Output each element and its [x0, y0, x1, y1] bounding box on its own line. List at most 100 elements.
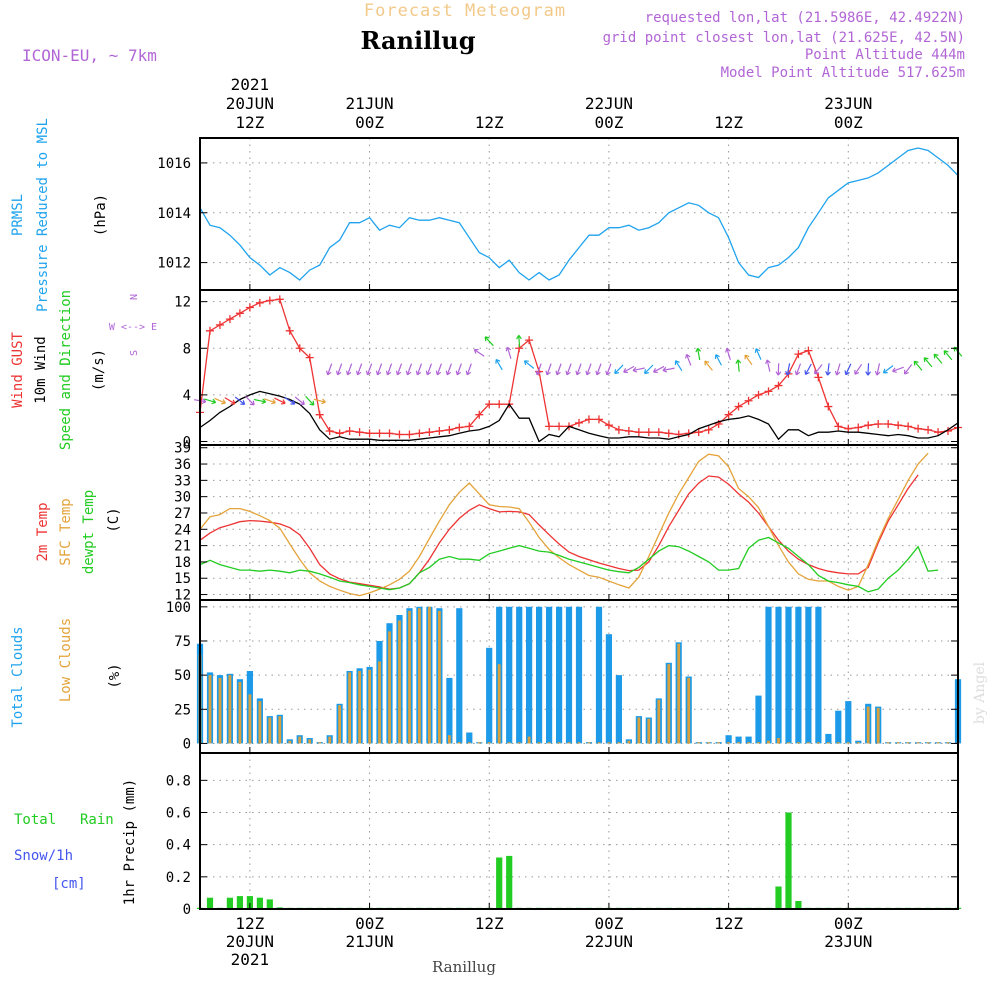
bar-3-0-26: [456, 608, 463, 744]
wind-arrow-3: [224, 397, 236, 405]
wind-arrow-55: [744, 354, 753, 366]
bar-3-1-16: [358, 671, 361, 744]
ytick-label-3-0: 0: [183, 736, 191, 752]
wind-arrow-68: [874, 363, 881, 376]
top-time-label-2-0: 12Z: [475, 113, 504, 132]
top-time-label-0-1: 20JUN: [226, 94, 274, 113]
ytick-label-2-7: 33: [174, 473, 191, 489]
gust-marker-68: [874, 420, 883, 429]
top-time-label-5-1: 00Z: [834, 113, 863, 132]
ytick-label-4-2: 0.4: [166, 838, 191, 854]
gust-marker-51: [704, 425, 713, 434]
data-layer: [194, 148, 963, 909]
bar-3-0-31: [506, 606, 513, 744]
wind-arrow-5: [245, 396, 255, 406]
gust-marker-66: [854, 423, 863, 432]
gust-marker-47: [664, 429, 673, 438]
top-time-label-1-0: 21JUN: [345, 94, 393, 113]
bar-3-1-46: [657, 699, 661, 744]
wind-arrow-62: [814, 364, 823, 375]
bottom-time-label-2-0: 12Z: [475, 914, 504, 933]
bar-3-1-56: [757, 742, 760, 744]
ytick-label-2-8: 36: [174, 457, 191, 473]
bar-3-1-41: [607, 742, 611, 744]
wind-arrow-24: [435, 363, 442, 376]
ytick-label-3-2: 50: [174, 668, 191, 684]
wind-arrow-35: [545, 363, 552, 376]
gust-marker-3: [225, 315, 234, 324]
bar-3-1-64: [836, 742, 840, 744]
wind-arrow-32: [516, 334, 522, 348]
wind-arrow-13: [325, 363, 333, 376]
bar-3-0-62: [815, 606, 822, 744]
bar-3-1-22: [418, 608, 421, 744]
bar-3-0-66: [855, 740, 862, 744]
bar-3-1-5: [248, 694, 252, 744]
bar-3-1-4: [238, 682, 242, 744]
ytick-label-2-3: 21: [174, 539, 191, 555]
bar-3-0-58: [775, 606, 782, 744]
wind-arrow-17: [365, 363, 373, 376]
wind-arrow-44: [632, 366, 645, 373]
top-time-label-3-1: 00Z: [594, 113, 623, 132]
bar-3-1-29: [487, 742, 491, 744]
footer-title: Ranillug: [432, 958, 496, 976]
gust-marker-71: [904, 422, 913, 431]
ytick-label-1-2: 8: [183, 341, 191, 357]
gust-marker-70: [894, 421, 903, 430]
gust-marker-40: [594, 415, 603, 424]
gust-marker-4: [235, 309, 244, 318]
bar-4-0-31: [506, 855, 513, 909]
wind-arrow-56: [754, 348, 762, 360]
bar-3-1-25: [448, 735, 451, 744]
bar-3-1-30: [497, 664, 501, 744]
wind-arrow-71: [903, 364, 913, 375]
bar-3-1-51: [707, 742, 711, 744]
gust-marker-39: [584, 415, 593, 424]
gust-marker-13: [325, 427, 334, 436]
bar-3-1-68: [876, 707, 880, 744]
gust-marker-12: [315, 410, 324, 419]
bar-3-1-15: [348, 672, 351, 744]
panel-frame-4: [199, 752, 959, 910]
ytick-label-2-6: 30: [174, 490, 191, 506]
bar-3-0-53: [725, 735, 732, 744]
ytick-label-0-2: 1016: [157, 156, 191, 172]
top-time-label-5-0: 23JUN: [824, 94, 872, 113]
ytick-label-4-3: 0.6: [166, 806, 191, 822]
ytick-label-0-1: 1014: [157, 206, 191, 222]
wind-arrow-69: [882, 365, 894, 374]
bar-4-0-7: [266, 899, 273, 909]
wind-arrow-51: [704, 360, 713, 371]
bar-3-0-35: [546, 606, 553, 744]
series-1-1: [199, 390, 959, 443]
wind-arrow-6: [253, 398, 267, 405]
precip-snow: Snow/1h: [14, 848, 73, 864]
ytick-label-3-4: 100: [166, 600, 191, 616]
clouds-panel-label: Total Clouds Low Clouds (%): [10, 618, 123, 728]
wind-arrow-33: [523, 360, 535, 369]
bar-3-0-54: [735, 736, 742, 744]
bar-3-0-42: [615, 675, 622, 744]
gust-marker-6: [255, 298, 264, 307]
gust-marker-67: [864, 421, 873, 430]
wind-arrow-34: [535, 363, 542, 376]
series-1-0: [199, 298, 959, 436]
gust-marker-56: [754, 390, 763, 399]
bar-3-1-69: [886, 742, 890, 744]
wind-arrow-48: [674, 360, 683, 372]
bar-3-1-36: [557, 742, 561, 744]
bar-3-1-40: [597, 742, 601, 744]
bar-3-0-60: [795, 606, 802, 744]
bar-3-1-1: [208, 675, 212, 744]
bar-3-0-34: [536, 606, 543, 744]
gust-marker-25: [445, 425, 454, 434]
bar-3-1-2: [218, 677, 222, 744]
bar-3-1-10: [298, 736, 302, 744]
top-time-label-0-2: 12Z: [235, 113, 264, 132]
series-2-2: [199, 536, 939, 593]
top-time-label-1-1: 00Z: [355, 113, 384, 132]
bar-3-1-70: [896, 742, 900, 744]
grid-lines: [200, 138, 958, 910]
